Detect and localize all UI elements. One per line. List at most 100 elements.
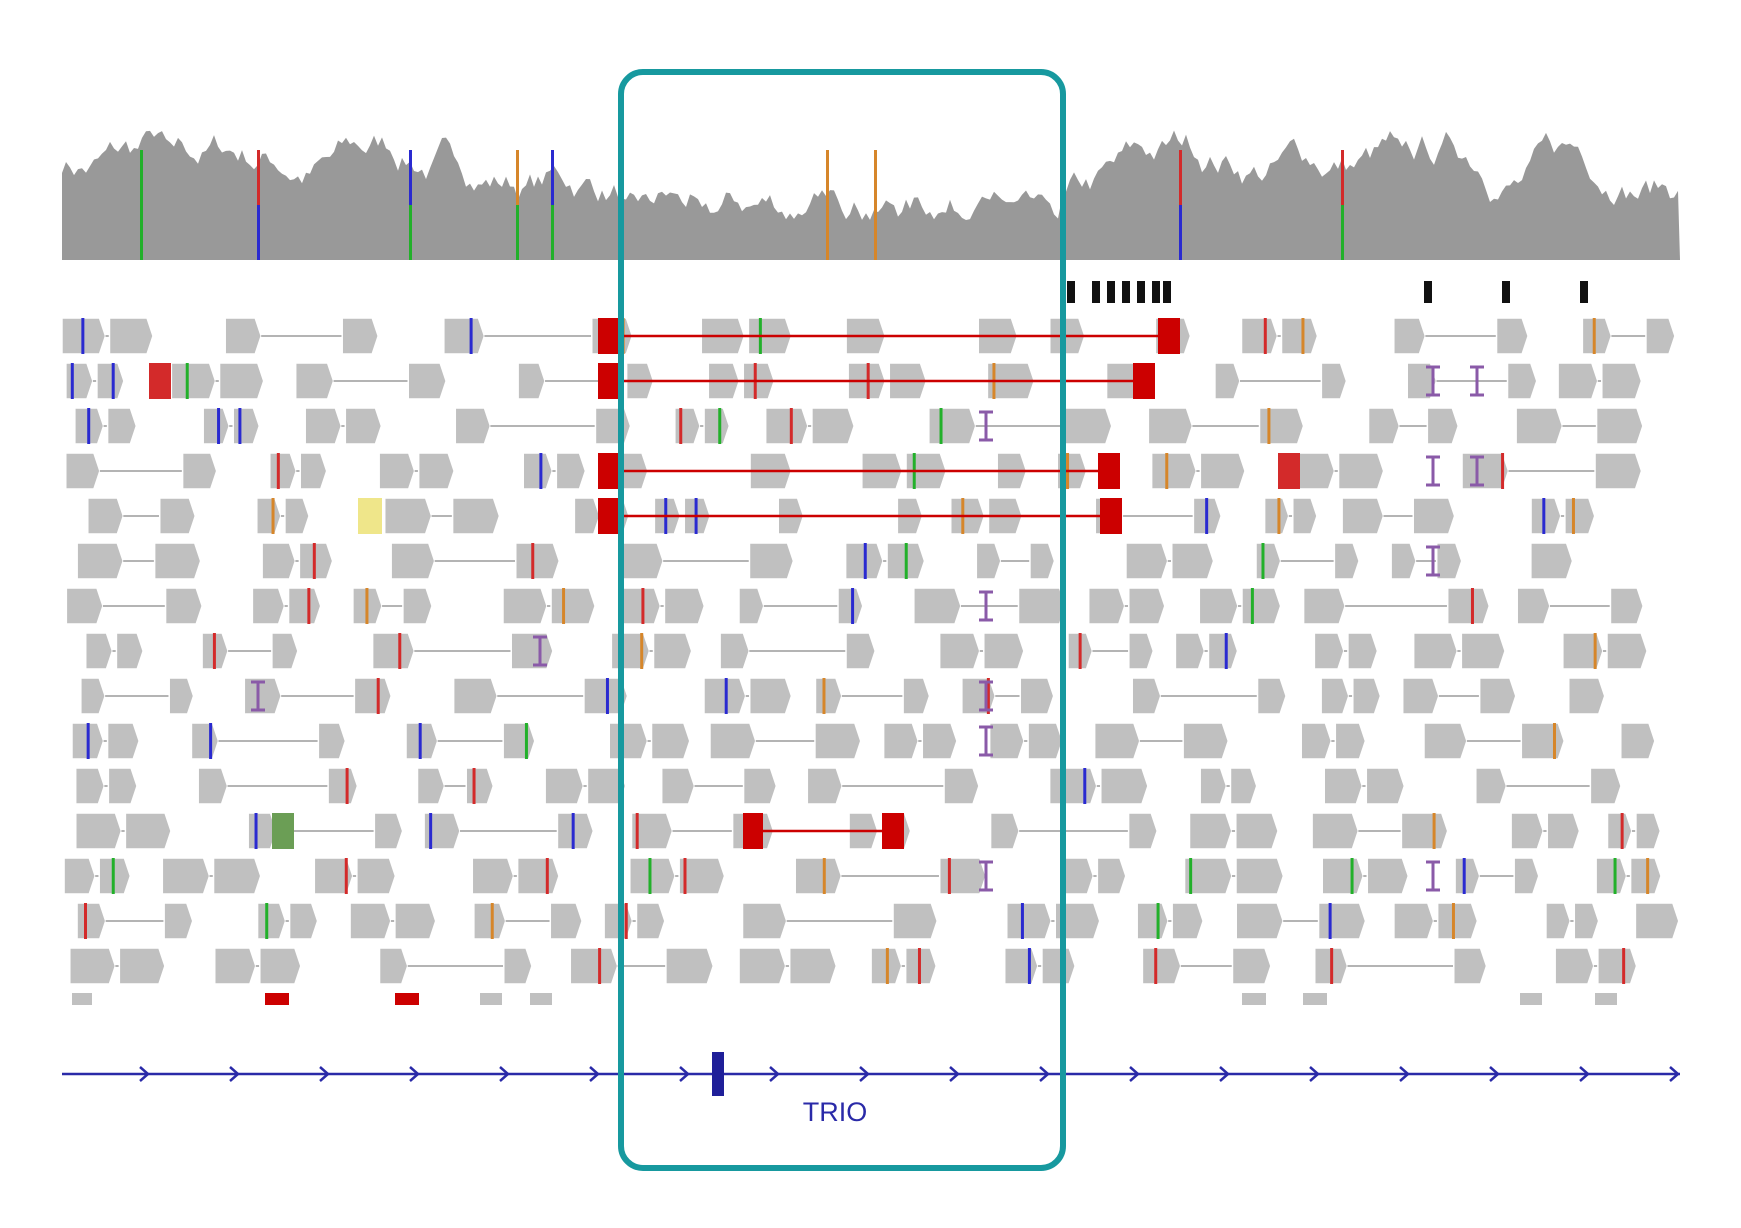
read-mismatch bbox=[724, 678, 728, 714]
read-mismatch bbox=[545, 858, 549, 894]
read-block bbox=[417, 452, 455, 490]
read-mismatch bbox=[111, 363, 115, 399]
split-read-end bbox=[1158, 318, 1180, 354]
read-block bbox=[1303, 993, 1327, 1005]
read-block bbox=[473, 902, 507, 940]
read-mismatch bbox=[217, 408, 221, 444]
read-block bbox=[630, 812, 674, 850]
read-block bbox=[1199, 767, 1228, 805]
read-block bbox=[1557, 362, 1599, 400]
read-block bbox=[1258, 407, 1305, 445]
read-block bbox=[181, 452, 218, 490]
read-block bbox=[158, 497, 197, 535]
read-mismatch bbox=[1328, 903, 1332, 939]
read-block bbox=[1634, 902, 1680, 940]
read-block bbox=[1235, 902, 1284, 940]
read-block bbox=[288, 902, 319, 940]
read-block bbox=[465, 767, 495, 805]
read-block bbox=[1601, 362, 1643, 400]
highlighted-region bbox=[618, 69, 1066, 1171]
read-block bbox=[517, 362, 546, 400]
strand-arrow-icon bbox=[1669, 1066, 1680, 1082]
read-block bbox=[405, 722, 439, 760]
coverage-allele-mark bbox=[1179, 150, 1182, 205]
read-block bbox=[738, 947, 787, 985]
read-block bbox=[1545, 902, 1572, 940]
read-block bbox=[1597, 947, 1638, 985]
read-mismatch bbox=[1350, 858, 1354, 894]
read-block bbox=[921, 722, 958, 760]
read-block bbox=[943, 767, 980, 805]
coverage-allele-mark bbox=[551, 205, 554, 260]
read-block bbox=[353, 677, 393, 715]
read-mismatch bbox=[641, 588, 645, 624]
insertion-marker bbox=[533, 635, 547, 667]
read-block bbox=[549, 902, 583, 940]
read-block bbox=[594, 407, 632, 445]
read-mismatch bbox=[238, 408, 242, 444]
read-block bbox=[1515, 407, 1564, 445]
coverage-allele-mark bbox=[826, 150, 829, 205]
read-mismatch bbox=[571, 813, 575, 849]
coverage-allele-mark bbox=[826, 205, 829, 260]
read-mismatch bbox=[1261, 543, 1265, 579]
read-block bbox=[1367, 407, 1401, 445]
read-block bbox=[938, 857, 987, 895]
strand-arrow-icon bbox=[949, 1066, 960, 1082]
strand-arrow-icon bbox=[1309, 1066, 1320, 1082]
read-block bbox=[287, 587, 322, 625]
read-block bbox=[988, 722, 1025, 760]
read-block bbox=[742, 767, 778, 805]
read-mismatch bbox=[648, 858, 652, 894]
read-block bbox=[573, 497, 601, 535]
read-block bbox=[1546, 812, 1581, 850]
read-mismatch bbox=[81, 318, 85, 354]
read-mismatch bbox=[1020, 903, 1024, 939]
read-block bbox=[1313, 632, 1345, 670]
insertion-marker bbox=[1470, 365, 1484, 397]
read-block bbox=[256, 497, 282, 535]
read-mismatch bbox=[111, 858, 115, 894]
read-block bbox=[748, 677, 793, 715]
read-mismatch bbox=[276, 453, 280, 489]
feature-track bbox=[1067, 281, 1588, 303]
read-block bbox=[1530, 497, 1562, 535]
insertion-marker bbox=[979, 860, 993, 892]
read-block bbox=[1530, 542, 1574, 580]
read-block bbox=[1554, 947, 1595, 985]
read-block bbox=[383, 497, 433, 535]
read-mismatch bbox=[344, 858, 348, 894]
read-block bbox=[1027, 722, 1064, 760]
gene-track: TRIO bbox=[62, 1052, 1680, 1127]
read-mismatch bbox=[254, 813, 258, 849]
read-block bbox=[1199, 452, 1246, 490]
read-block bbox=[1401, 677, 1440, 715]
read-block bbox=[259, 947, 302, 985]
read-block bbox=[764, 407, 809, 445]
read-block bbox=[806, 767, 844, 805]
split-read-end bbox=[598, 318, 618, 354]
read-mismatch bbox=[1330, 948, 1334, 984]
read-block bbox=[837, 587, 864, 625]
read-block bbox=[1182, 722, 1230, 760]
read-block bbox=[299, 452, 328, 490]
read-mismatch bbox=[624, 903, 628, 939]
read-mismatch bbox=[863, 543, 867, 579]
strand-arrow-icon bbox=[1039, 1066, 1050, 1082]
read-mismatch bbox=[1263, 318, 1267, 354]
read-block bbox=[1311, 812, 1360, 850]
read-block bbox=[218, 362, 265, 400]
split-read-end bbox=[1133, 363, 1155, 399]
read-mismatch bbox=[212, 633, 216, 669]
read-block bbox=[1255, 542, 1282, 580]
read-block bbox=[452, 677, 499, 715]
strand-arrow-icon bbox=[589, 1066, 600, 1082]
coverage-allele-mark bbox=[516, 205, 519, 260]
read-mismatch bbox=[947, 858, 951, 894]
read-block bbox=[555, 452, 587, 490]
coverage-allele-mark bbox=[516, 150, 519, 205]
read-block bbox=[1096, 857, 1127, 895]
insertion-marker bbox=[1426, 545, 1440, 577]
read-block bbox=[1333, 542, 1360, 580]
read-block bbox=[1426, 407, 1460, 445]
